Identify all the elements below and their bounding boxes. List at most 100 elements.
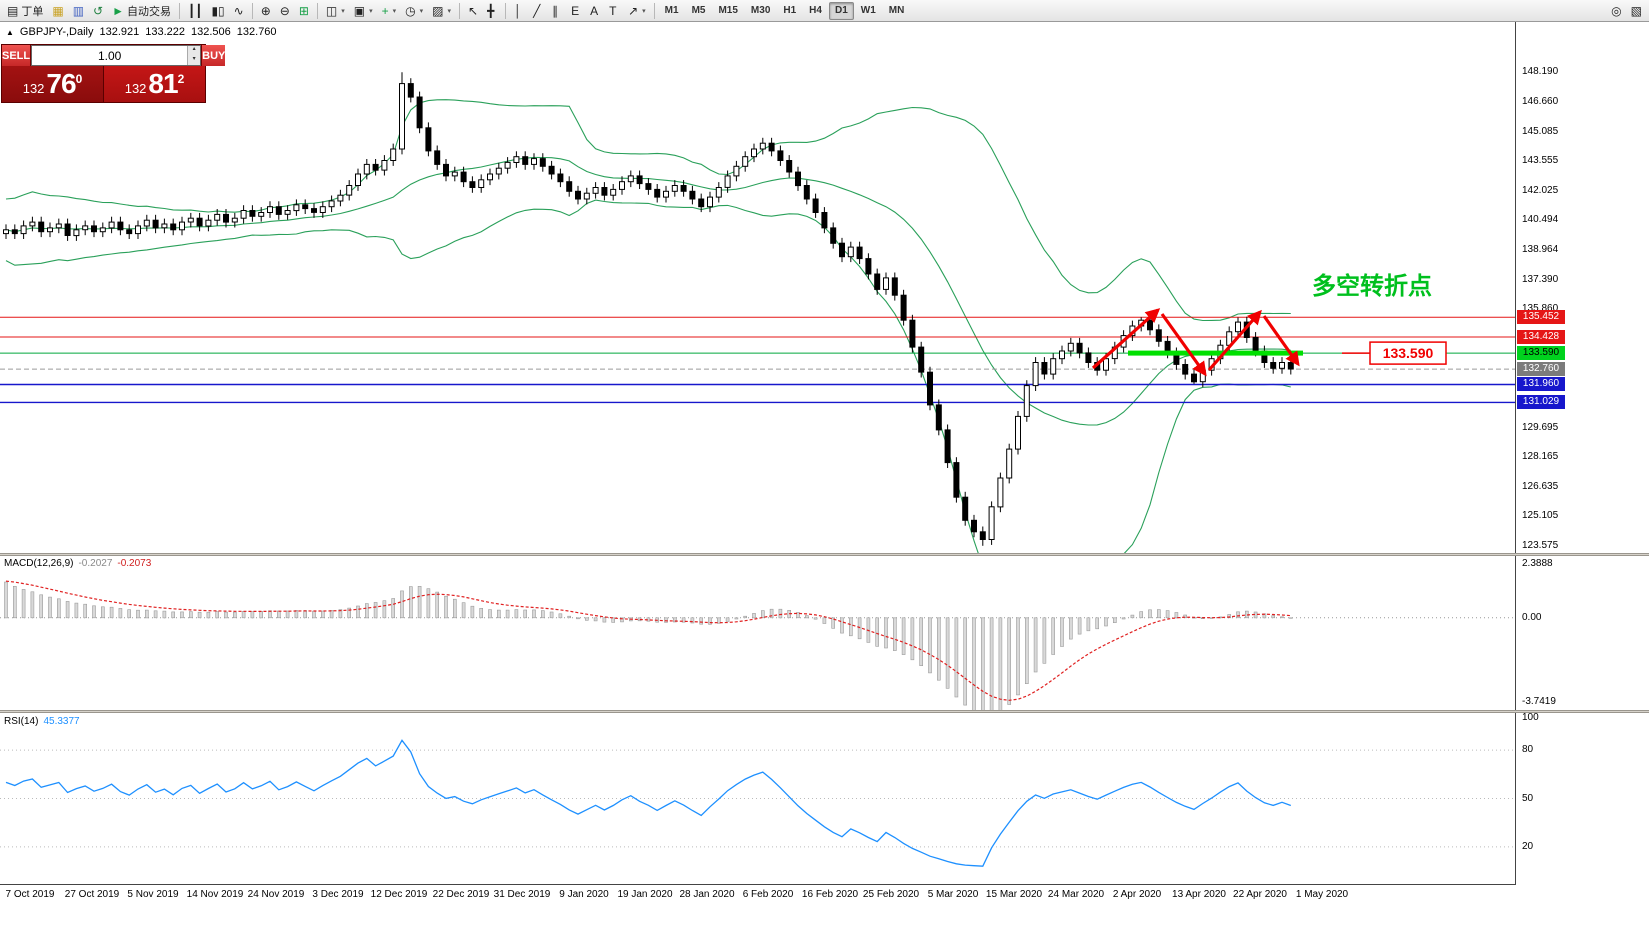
macd-tick: 0.00 [1522,612,1542,623]
bollinger-lower-band[interactable] [5,199,1291,553]
timeframe-h4-button[interactable]: H4 [809,5,822,16]
volume-down-icon[interactable]: ▾ [188,55,201,65]
dropdown-caret-icon[interactable]: ▾ [341,7,345,15]
red-arrow[interactable] [1160,313,1207,377]
key-level-highlight[interactable] [1128,350,1303,356]
bollinger-bands [5,99,1291,553]
macd-main-value: -0.2027 [78,558,113,569]
timeframe-d1-button[interactable]: D1 [828,1,854,20]
rsi-panel[interactable] [0,713,1515,884]
new-order-button[interactable]: ▤ 丁单 [3,2,47,20]
template-button[interactable]: ▨ ▾ [428,2,455,20]
dropdown-caret-icon[interactable]: ▾ [642,7,646,15]
volume-up-icon[interactable]: ▴ [188,46,201,56]
ohlc-low: 132.506 [191,26,231,38]
trendline-button[interactable]: ╱ [529,2,547,20]
date-label: 15 Mar 2020 [985,889,1043,900]
search-icon[interactable]: ◎ [1607,2,1625,20]
text-label-button[interactable]: T [605,2,623,20]
price-tick: 143.555 [1522,155,1559,166]
turning-point-annotation[interactable]: 多空转折点 [1312,272,1432,300]
price-chart[interactable]: 133.590 多空转折点 [0,22,1515,553]
dropdown-caret-icon[interactable]: ▾ [392,7,397,15]
timeframe-w1-button[interactable]: W1 [860,5,876,16]
autotrading-button[interactable]: ► 自动交易 [108,2,175,20]
timeframe-m30-button[interactable]: M30 [750,5,771,16]
dropdown-caret-icon[interactable]: ▾ [447,7,452,15]
tile-windows-button[interactable]: ⊞ [295,2,313,20]
date-label: 1 May 2020 [1295,889,1349,900]
price-badge-131.029: 131.029 [1517,395,1565,409]
vertical-line-icon: │ [514,3,522,18]
arrows-button[interactable]: ↗ ▾ [624,2,650,20]
navigator-button[interactable]: ↺ [89,2,107,20]
bollinger-upper-band[interactable] [5,99,1291,322]
macd-signal-value: -0.2073 [117,558,152,569]
autotrading-icon: ► [112,3,124,18]
line-chart-button[interactable]: ∿ [230,2,248,20]
rsi-value: 45.3377 [43,716,80,727]
new-chart-icon[interactable]: ▧ [1627,2,1646,20]
date-label: 28 Jan 2020 [679,889,735,900]
panel-divider[interactable] [0,710,1649,713]
price-tick: 146.660 [1522,96,1559,107]
price-tick: 148.190 [1522,66,1559,77]
candlestick-chart-button[interactable]: ▮▯ [207,2,228,20]
timeframe-m5-button[interactable]: M5 [691,5,706,16]
data-window-button[interactable]: ▥ [69,2,88,20]
red-arrow[interactable] [1262,315,1300,367]
chart-shift-button[interactable]: ▣ ▾ [350,2,377,20]
price-axis[interactable]: 148.190 146.660 145.085 143.555 142.025 140.4… [1515,22,1649,904]
price-tick: 126.635 [1522,481,1559,492]
sell-button[interactable]: SELL [2,45,32,66]
equidistant-channel-button[interactable]: ∥ [548,2,566,20]
panel-divider[interactable] [0,553,1649,556]
red-arrow[interactable] [1091,308,1161,370]
chart-header: ▲ GBPJPY-,Daily 132.921 133.222 132.506 … [6,26,277,38]
elliott-wave-button[interactable]: E [567,2,585,20]
timeframe-m15-button[interactable]: M15 [718,5,738,16]
auto-scroll-button[interactable]: ◫ ▾ [322,2,349,20]
price-badge-133.590: 133.590 [1517,346,1565,360]
red-arrow[interactable] [1207,309,1262,372]
cursor-button[interactable]: ↖ [464,2,482,20]
buy-button[interactable]: BUY [201,45,226,66]
equidistant-channel-icon: ∥ [552,3,559,18]
one-click-toggle-icon[interactable]: ▲ [6,27,14,37]
volume-input[interactable] [32,46,188,65]
period-icon: ◷ [405,3,416,18]
bar-chart-button[interactable]: ┃┃ [184,2,206,20]
chart-shift-icon: ▣ [353,3,366,18]
buy-price-display[interactable]: 132 81 2 [104,66,205,102]
dropdown-caret-icon[interactable]: ▾ [369,7,373,15]
period-button[interactable]: ◷ ▾ [401,2,427,20]
candlestick-chart-icon: ▮▯ [211,3,225,18]
price-tick: 128.165 [1522,451,1559,462]
sell-price-display[interactable]: 132 76 0 [2,66,104,102]
dropdown-caret-icon[interactable]: ▾ [419,7,424,15]
rsi-tick: 80 [1522,744,1534,755]
horizontal-levels [0,316,1515,404]
zoom-out-icon: ⊖ [279,3,290,18]
timeframe-mn-button[interactable]: MN [888,5,905,16]
toolbar-separator [178,2,180,19]
timeframe-h1-button[interactable]: H1 [783,5,797,16]
time-axis[interactable]: 7 Oct 2019 27 Oct 2019 5 Nov 2019 14 Nov 20… [0,884,1516,904]
zoom-in-button[interactable]: ⊕ [257,2,275,20]
add-indicator-button[interactable]: + ▾ [378,2,401,20]
macd-panel[interactable] [0,556,1515,710]
price-tick: 138.964 [1522,244,1559,255]
date-label: 19 Jan 2020 [617,889,673,900]
sell-price-figure: 132 [22,81,45,96]
price-callout-box[interactable] [1369,341,1447,365]
timeframe-m1-button[interactable]: M1 [664,5,679,16]
crosshair-button[interactable]: ╋ [483,2,501,20]
search-icon: ◎ [1611,3,1622,18]
zoom-out-button[interactable]: ⊖ [276,2,294,20]
text-label-icon: T [609,3,617,18]
tile-windows-icon: ⊞ [298,3,309,18]
trend-arrows[interactable] [1091,308,1300,377]
text-button[interactable]: A [586,2,604,20]
market-watch-button[interactable]: ▦ [48,2,67,20]
vertical-line-button[interactable]: │ [510,2,528,20]
